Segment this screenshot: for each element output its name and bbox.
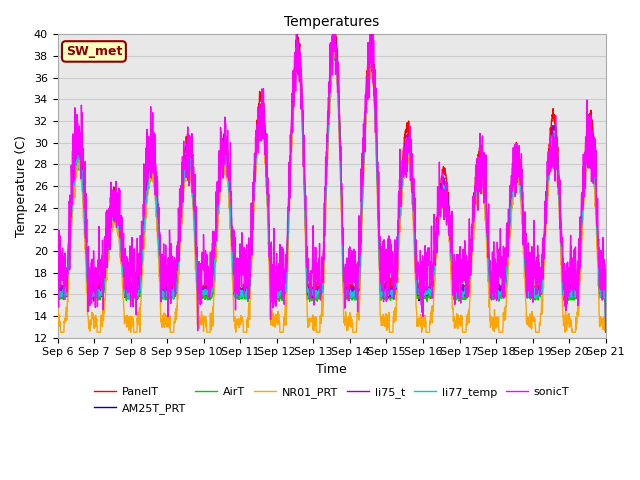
AM25T_PRT <box>348 289 355 295</box>
li77_temp <box>569 290 577 296</box>
li75_t <box>491 284 499 290</box>
X-axis label: Time: Time <box>316 363 347 376</box>
sonicT <box>602 329 609 335</box>
PanelT <box>330 26 337 32</box>
Line: li75_t: li75_t <box>58 38 605 332</box>
Line: PanelT: PanelT <box>58 29 605 332</box>
Line: li77_temp: li77_temp <box>58 47 605 332</box>
Line: AM25T_PRT: AM25T_PRT <box>58 48 605 332</box>
PanelT <box>207 287 214 292</box>
Title: Temperatures: Temperatures <box>284 15 380 29</box>
sonicT <box>329 26 337 32</box>
PanelT <box>602 329 609 335</box>
AirT <box>207 297 214 303</box>
NR01_PRT <box>57 329 65 335</box>
li77_temp <box>348 292 355 298</box>
NR01_PRT <box>569 329 577 335</box>
NR01_PRT <box>348 316 356 322</box>
PanelT <box>491 286 499 291</box>
NR01_PRT <box>207 326 214 332</box>
Line: NR01_PRT: NR01_PRT <box>58 47 605 332</box>
AirT <box>331 52 339 58</box>
AM25T_PRT <box>569 290 577 296</box>
li75_t <box>207 286 214 291</box>
li75_t <box>602 329 609 335</box>
AirT <box>54 293 61 299</box>
PanelT <box>360 151 367 157</box>
li75_t <box>569 288 577 293</box>
AirT <box>554 166 561 172</box>
AirT <box>360 170 367 176</box>
li77_temp <box>554 159 561 165</box>
AirT <box>602 329 609 335</box>
li77_temp <box>491 291 499 297</box>
li77_temp <box>54 287 61 292</box>
li75_t <box>330 36 338 41</box>
AirT <box>491 296 499 301</box>
NR01_PRT <box>54 317 61 323</box>
li75_t <box>54 289 61 295</box>
Line: AirT: AirT <box>58 55 605 332</box>
sonicT <box>54 268 61 274</box>
sonicT <box>207 250 214 255</box>
NR01_PRT <box>554 175 561 181</box>
sonicT <box>569 283 577 288</box>
li75_t <box>348 287 355 293</box>
AirT <box>569 296 577 301</box>
AirT <box>348 294 355 300</box>
AM25T_PRT <box>602 329 609 335</box>
AM25T_PRT <box>360 167 367 172</box>
NR01_PRT <box>492 324 499 330</box>
li77_temp <box>207 294 214 300</box>
li77_temp <box>330 44 338 49</box>
sonicT <box>348 280 355 286</box>
NR01_PRT <box>360 169 367 175</box>
li75_t <box>360 160 367 166</box>
NR01_PRT <box>602 329 609 335</box>
AM25T_PRT <box>207 291 214 297</box>
Legend: PanelT, AM25T_PRT, AirT, NR01_PRT, li75_t, li77_temp, sonicT: PanelT, AM25T_PRT, AirT, NR01_PRT, li75_… <box>90 383 573 418</box>
AM25T_PRT <box>54 288 61 293</box>
sonicT <box>554 158 561 164</box>
li77_temp <box>360 163 367 169</box>
PanelT <box>348 283 355 288</box>
AM25T_PRT <box>331 45 339 50</box>
PanelT <box>54 288 61 293</box>
AM25T_PRT <box>491 292 499 298</box>
Text: SW_met: SW_met <box>66 45 122 58</box>
sonicT <box>491 256 499 262</box>
NR01_PRT <box>330 44 338 50</box>
Line: sonicT: sonicT <box>58 29 605 332</box>
Y-axis label: Temperature (C): Temperature (C) <box>15 135 28 237</box>
AM25T_PRT <box>554 165 561 171</box>
PanelT <box>554 150 561 156</box>
li75_t <box>554 152 561 158</box>
PanelT <box>569 281 577 287</box>
li77_temp <box>602 329 609 335</box>
sonicT <box>360 121 367 127</box>
